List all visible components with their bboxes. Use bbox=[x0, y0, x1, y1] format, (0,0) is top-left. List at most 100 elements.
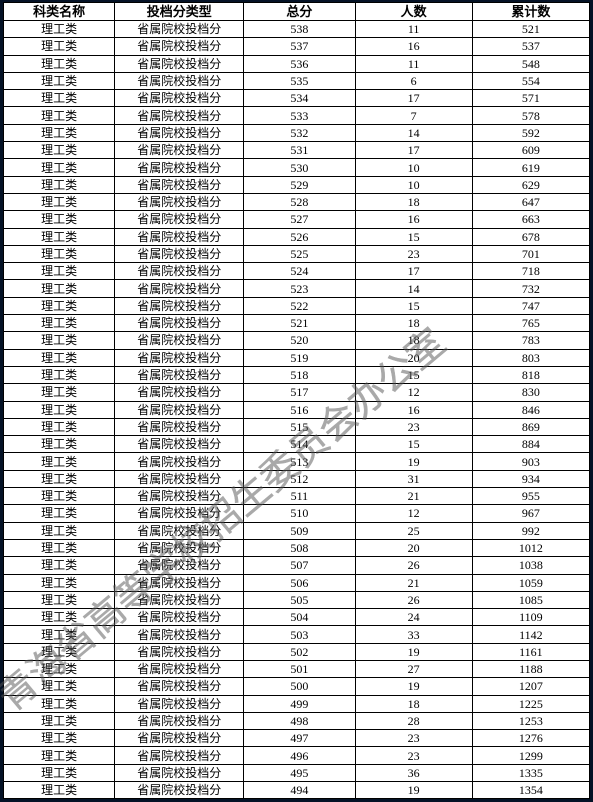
cell-category: 理工类 bbox=[4, 401, 115, 418]
cell-score: 513 bbox=[244, 453, 355, 470]
cell-score: 510 bbox=[244, 505, 355, 522]
cell-cum: 732 bbox=[472, 280, 589, 297]
cell-category: 理工类 bbox=[4, 418, 115, 435]
col-header-count: 人数 bbox=[355, 3, 472, 21]
cell-type: 省属院校投档分 bbox=[115, 38, 244, 55]
cell-type: 省属院校投档分 bbox=[115, 505, 244, 522]
cell-category: 理工类 bbox=[4, 643, 115, 660]
cell-count: 23 bbox=[355, 245, 472, 262]
cell-score: 498 bbox=[244, 712, 355, 729]
table-row: 理工类省属院校投档分499181225 bbox=[4, 695, 590, 712]
cell-count: 26 bbox=[355, 557, 472, 574]
cell-score: 535 bbox=[244, 72, 355, 89]
cell-cum: 678 bbox=[472, 228, 589, 245]
cell-cum: 629 bbox=[472, 176, 589, 193]
cell-cum: 554 bbox=[472, 72, 589, 89]
table-row: 理工类省属院校投档分501271188 bbox=[4, 660, 590, 677]
cell-count: 18 bbox=[355, 315, 472, 332]
cell-score: 496 bbox=[244, 747, 355, 764]
cell-count: 16 bbox=[355, 211, 472, 228]
cell-count: 15 bbox=[355, 228, 472, 245]
table-row: 理工类省属院校投档分53716537 bbox=[4, 38, 590, 55]
cell-score: 501 bbox=[244, 660, 355, 677]
cell-cum: 1335 bbox=[472, 764, 589, 781]
cell-score: 505 bbox=[244, 591, 355, 608]
cell-cum: 765 bbox=[472, 315, 589, 332]
cell-score: 508 bbox=[244, 539, 355, 556]
cell-cum: 718 bbox=[472, 263, 589, 280]
cell-score: 497 bbox=[244, 730, 355, 747]
cell-type: 省属院校投档分 bbox=[115, 643, 244, 660]
cell-category: 理工类 bbox=[4, 522, 115, 539]
cell-cum: 846 bbox=[472, 401, 589, 418]
cell-cum: 537 bbox=[472, 38, 589, 55]
cell-count: 19 bbox=[355, 643, 472, 660]
cell-category: 理工类 bbox=[4, 505, 115, 522]
cell-category: 理工类 bbox=[4, 695, 115, 712]
table-row: 理工类省属院校投档分51415884 bbox=[4, 436, 590, 453]
cell-cum: 571 bbox=[472, 90, 589, 107]
table-row: 理工类省属院校投档分51616846 bbox=[4, 401, 590, 418]
table-row: 理工类省属院校投档分5356554 bbox=[4, 72, 590, 89]
col-header-score: 总分 bbox=[244, 3, 355, 21]
cell-count: 26 bbox=[355, 591, 472, 608]
table-row: 理工类省属院校投档分53214592 bbox=[4, 124, 590, 141]
cell-count: 23 bbox=[355, 418, 472, 435]
cell-cum: 1188 bbox=[472, 660, 589, 677]
cell-type: 省属院校投档分 bbox=[115, 280, 244, 297]
cell-count: 6 bbox=[355, 72, 472, 89]
cell-type: 省属院校投档分 bbox=[115, 366, 244, 383]
cell-count: 15 bbox=[355, 436, 472, 453]
cell-count: 7 bbox=[355, 107, 472, 124]
table-container: 科类名称 投档分类型 总分 人数 累计数 理工类省属院校投档分53811521理… bbox=[0, 0, 593, 801]
cell-type: 省属院校投档分 bbox=[115, 263, 244, 280]
cell-type: 省属院校投档分 bbox=[115, 678, 244, 695]
cell-type: 省属院校投档分 bbox=[115, 418, 244, 435]
cell-category: 理工类 bbox=[4, 470, 115, 487]
cell-score: 538 bbox=[244, 21, 355, 38]
cell-score: 536 bbox=[244, 55, 355, 72]
table-row: 理工类省属院校投档分495361335 bbox=[4, 764, 590, 781]
cell-count: 36 bbox=[355, 764, 472, 781]
table-row: 理工类省属院校投档分51815818 bbox=[4, 366, 590, 383]
table-row: 理工类省属院校投档分498281253 bbox=[4, 712, 590, 729]
cell-category: 理工类 bbox=[4, 557, 115, 574]
cell-count: 25 bbox=[355, 522, 472, 539]
table-row: 理工类省属院校投档分53417571 bbox=[4, 90, 590, 107]
cell-cum: 701 bbox=[472, 245, 589, 262]
cell-type: 省属院校投档分 bbox=[115, 470, 244, 487]
cell-count: 23 bbox=[355, 747, 472, 764]
table-row: 理工类省属院校投档分504241109 bbox=[4, 609, 590, 626]
table-row: 理工类省属院校投档分506211059 bbox=[4, 574, 590, 591]
cell-cum: 1142 bbox=[472, 626, 589, 643]
cell-type: 省属院校投档分 bbox=[115, 730, 244, 747]
cell-count: 24 bbox=[355, 609, 472, 626]
cell-type: 省属院校投档分 bbox=[115, 245, 244, 262]
col-header-type: 投档分类型 bbox=[115, 3, 244, 21]
cell-type: 省属院校投档分 bbox=[115, 211, 244, 228]
col-header-cum: 累计数 bbox=[472, 3, 589, 21]
cell-score: 499 bbox=[244, 695, 355, 712]
table-row: 理工类省属院校投档分51012967 bbox=[4, 505, 590, 522]
cell-cum: 609 bbox=[472, 142, 589, 159]
cell-score: 529 bbox=[244, 176, 355, 193]
cell-type: 省属院校投档分 bbox=[115, 72, 244, 89]
table-row: 理工类省属院校投档分51920803 bbox=[4, 349, 590, 366]
cell-type: 省属院校投档分 bbox=[115, 159, 244, 176]
table-row: 理工类省属院校投档分51319903 bbox=[4, 453, 590, 470]
cell-cum: 592 bbox=[472, 124, 589, 141]
cell-type: 省属院校投档分 bbox=[115, 107, 244, 124]
cell-count: 27 bbox=[355, 660, 472, 677]
cell-type: 省属院校投档分 bbox=[115, 349, 244, 366]
table-row: 理工类省属院校投档分502191161 bbox=[4, 643, 590, 660]
cell-cum: 1276 bbox=[472, 730, 589, 747]
cell-count: 23 bbox=[355, 730, 472, 747]
cell-category: 理工类 bbox=[4, 366, 115, 383]
cell-type: 省属院校投档分 bbox=[115, 436, 244, 453]
cell-type: 省属院校投档分 bbox=[115, 90, 244, 107]
table-row: 理工类省属院校投档分51231934 bbox=[4, 470, 590, 487]
cell-category: 理工类 bbox=[4, 730, 115, 747]
cell-category: 理工类 bbox=[4, 349, 115, 366]
cell-count: 10 bbox=[355, 176, 472, 193]
cell-score: 500 bbox=[244, 678, 355, 695]
